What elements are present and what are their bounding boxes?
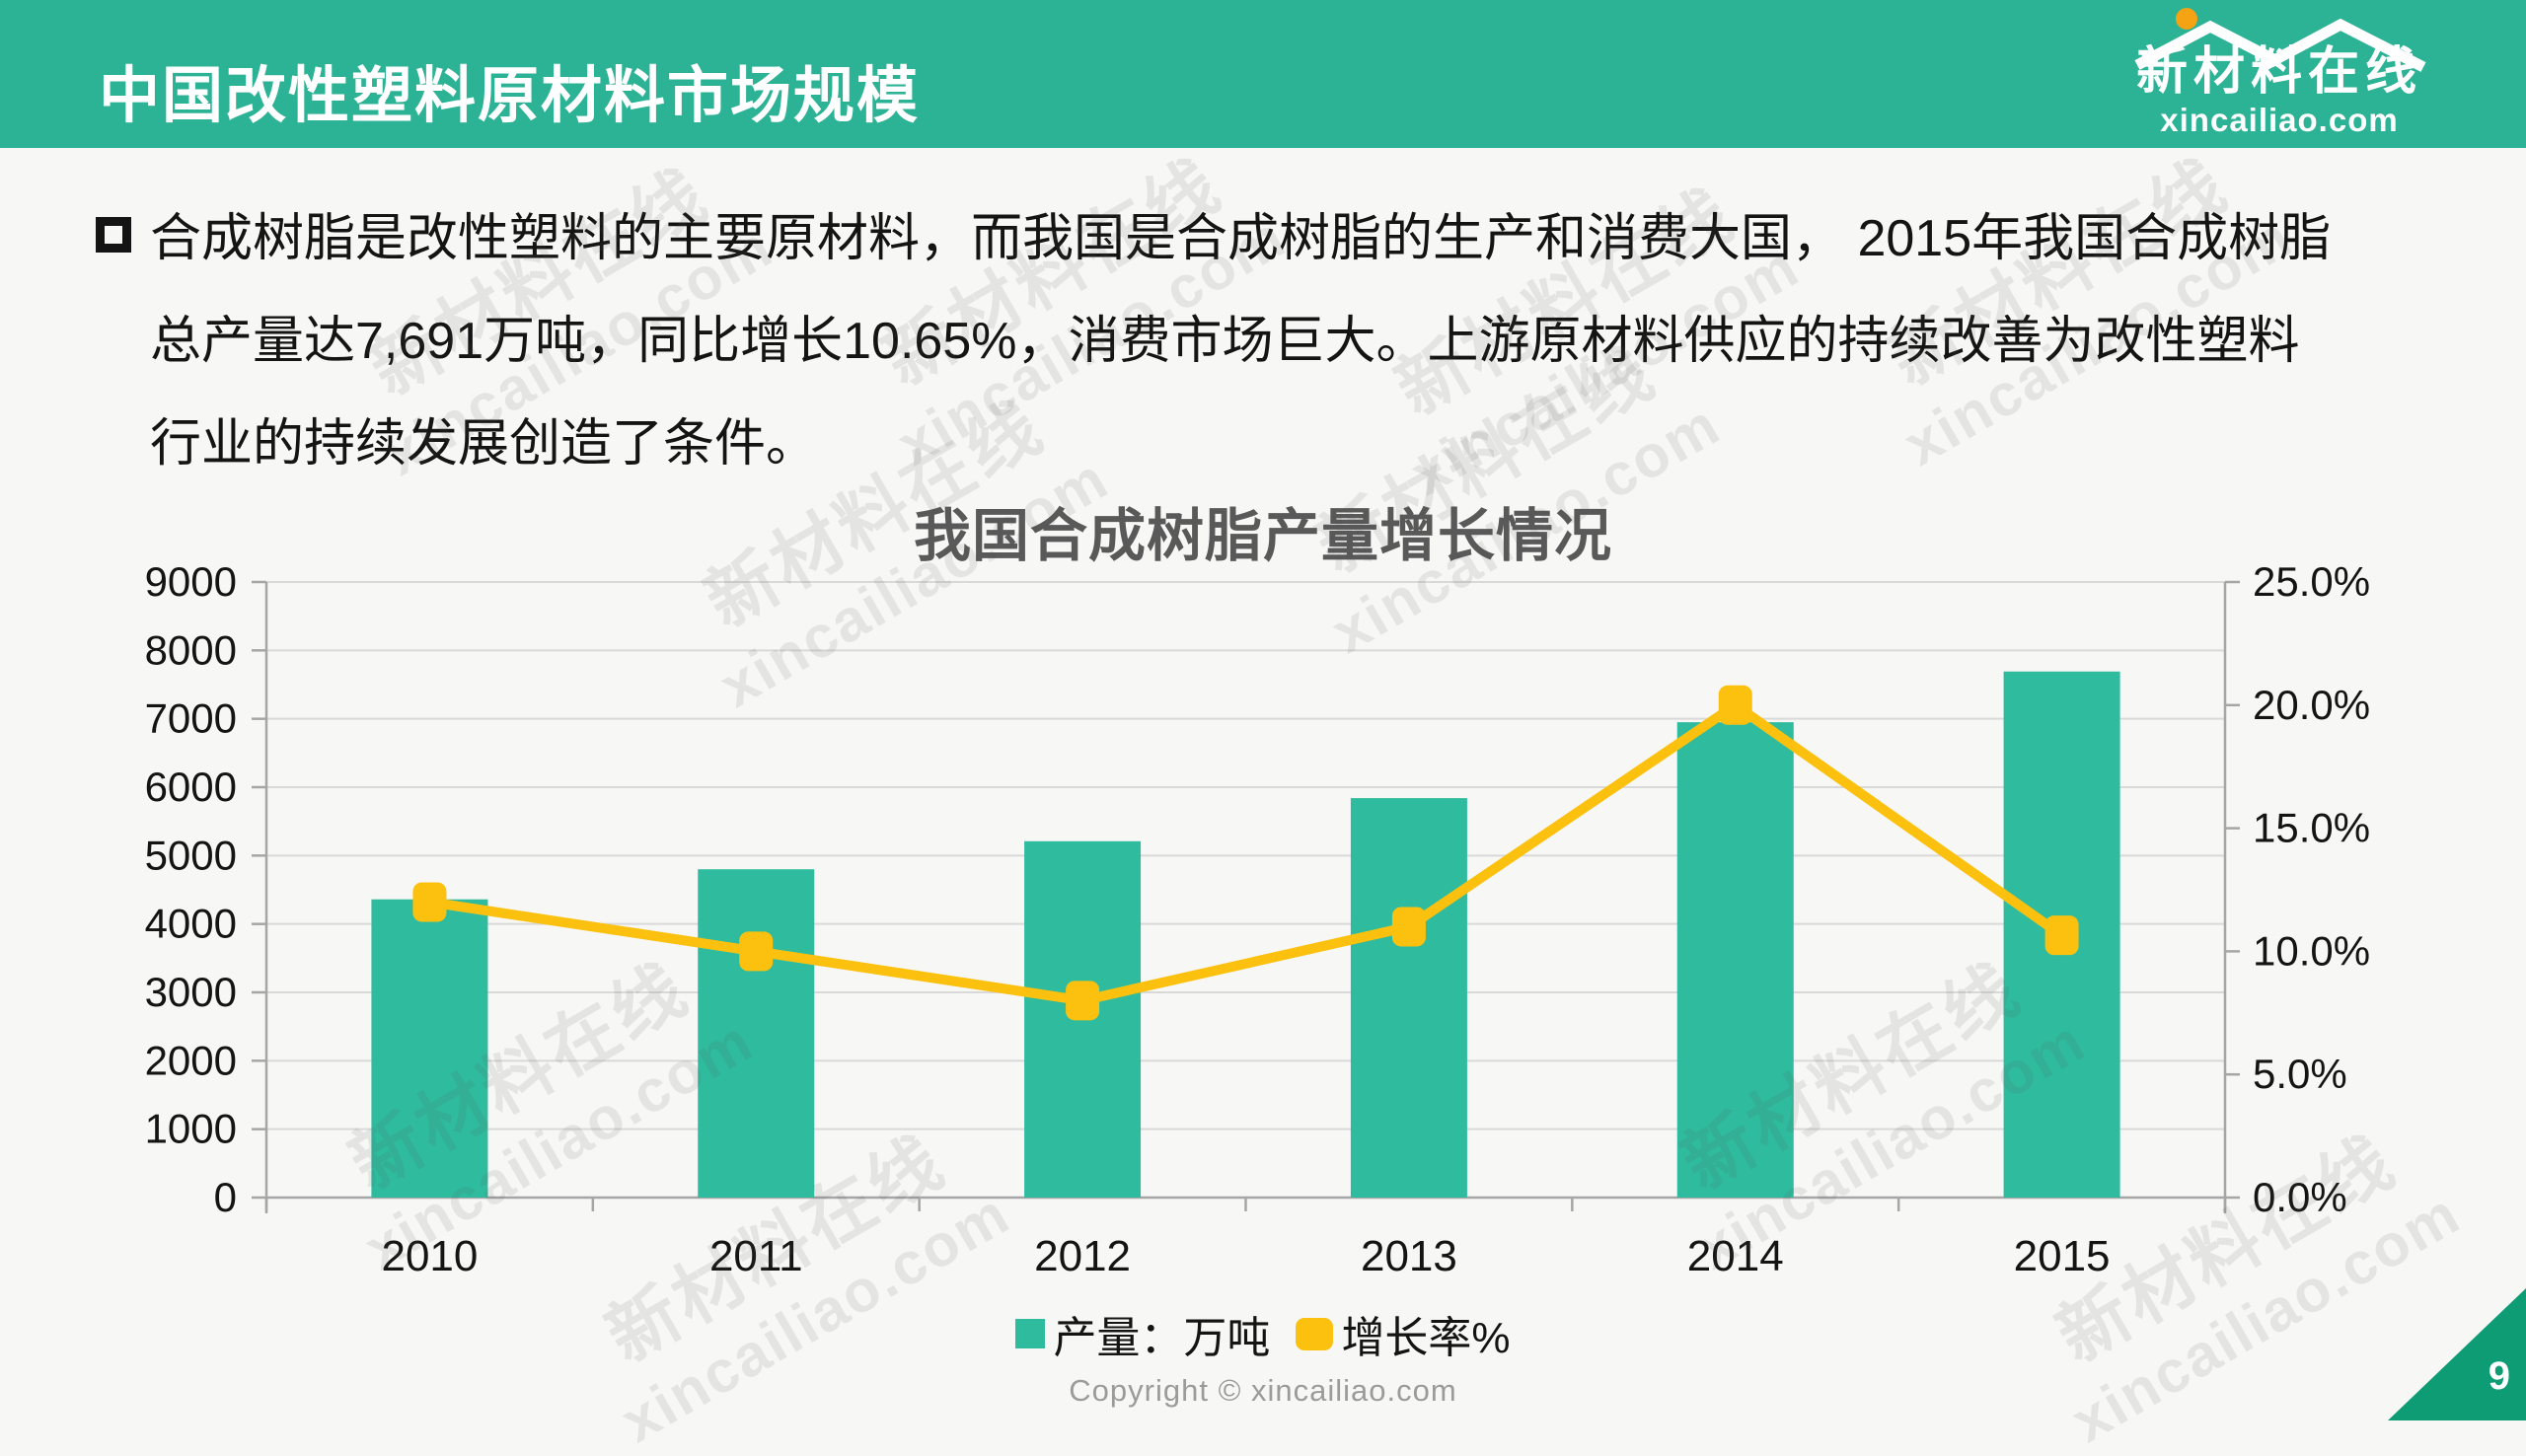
- x-axis-label: 2015: [2014, 1232, 2111, 1280]
- x-axis-label: 2014: [1687, 1232, 1784, 1280]
- left-axis-label: 3000: [145, 969, 237, 1015]
- bullet-paragraph: 合成树脂是改性塑料的主要原材料，而我国是合成树脂的生产和消费大国， 2015年我…: [150, 187, 2459, 495]
- growth-marker-2014: [1718, 685, 1752, 725]
- page-number: 9: [2488, 1354, 2510, 1398]
- bullet-line-1: 合成树脂是改性塑料的主要原材料，而我国是合成树脂的生产和消费大国， 2015年我…: [150, 210, 2332, 267]
- right-axis-label: 15.0%: [2253, 805, 2370, 851]
- bullet-line-3: 行业的持续发展创造了条件。: [150, 415, 818, 473]
- growth-series-label: 增长率%: [1341, 1314, 1511, 1362]
- bullet-square-icon: [96, 217, 131, 253]
- logo-name: 新材料在线: [2135, 43, 2422, 101]
- bullet-line-2: 总产量达7,691万吨，同比增长10.65%，消费市场巨大。上游原材料供应的持续…: [150, 313, 2300, 370]
- production-growth-chart: 0 1000 2000 3000 4000 5000 6000 7000 8000 9000 0.0…: [145, 558, 2371, 1280]
- growth-marker-2010: [412, 882, 447, 922]
- left-axis-label: 5000: [145, 832, 237, 878]
- right-axis-label: 5.0%: [2253, 1051, 2347, 1097]
- left-axis-label: 4000: [145, 901, 237, 947]
- x-axis-label: 2011: [709, 1232, 803, 1280]
- logo-domain: xincailiao.com: [2160, 102, 2399, 138]
- legend-item-growth: 增长率%: [1296, 1302, 1511, 1365]
- production-series-swatch: [1015, 1319, 1046, 1348]
- growth-series-swatch: [1296, 1317, 1334, 1350]
- growth-marker-2011: [739, 931, 774, 972]
- slide-title: 中国改性塑料原材料市场规模: [99, 62, 921, 130]
- growth-marker-2012: [1066, 981, 1100, 1021]
- left-axis-label: 8000: [145, 626, 237, 673]
- left-axis-label: 1000: [145, 1106, 237, 1152]
- logo-roof-icon: [2134, 8, 2426, 72]
- right-axis-label: 25.0%: [2253, 558, 2370, 605]
- x-axis-label: 2012: [1034, 1232, 1131, 1280]
- corner-triangle: [2388, 1288, 2526, 1420]
- right-axis-label: 10.0%: [2253, 927, 2370, 974]
- x-axis-label: 2010: [381, 1232, 478, 1280]
- bar-2014: [1676, 722, 1794, 1198]
- left-axis-label: 9000: [145, 558, 237, 605]
- production-series-label: 产量：万吨: [1053, 1314, 1271, 1362]
- growth-marker-2015: [2044, 915, 2079, 956]
- bar-2013: [1350, 798, 1467, 1198]
- growth-line: [424, 699, 2067, 1006]
- left-axis-label: 6000: [145, 764, 237, 810]
- x-axis-label: 2013: [1361, 1232, 1457, 1280]
- chart-legend: 产量：万吨 增长率%: [0, 1302, 2526, 1365]
- bar-2011: [698, 869, 815, 1198]
- logo: 新材料在线 xincailiao.com: [2131, 6, 2427, 138]
- legend-item-production: 产量：万吨: [1015, 1302, 1270, 1365]
- left-axis-label: 7000: [145, 695, 237, 742]
- chart-title: 我国合成树脂产量增长情况: [913, 504, 1612, 568]
- header-bar: 中国改性塑料原材料市场规模 新材料在线 xincailiao.com: [0, 0, 2526, 148]
- left-axis-label: 0: [214, 1174, 237, 1220]
- bar-2010: [371, 899, 488, 1198]
- right-axis-label: 20.0%: [2253, 682, 2370, 728]
- left-axis-label: 2000: [145, 1037, 237, 1083]
- growth-marker-2013: [1391, 907, 1426, 947]
- right-axis-label: 0.0%: [2253, 1174, 2347, 1220]
- copyright-text: Copyright © xincailiao.com: [1069, 1373, 1457, 1408]
